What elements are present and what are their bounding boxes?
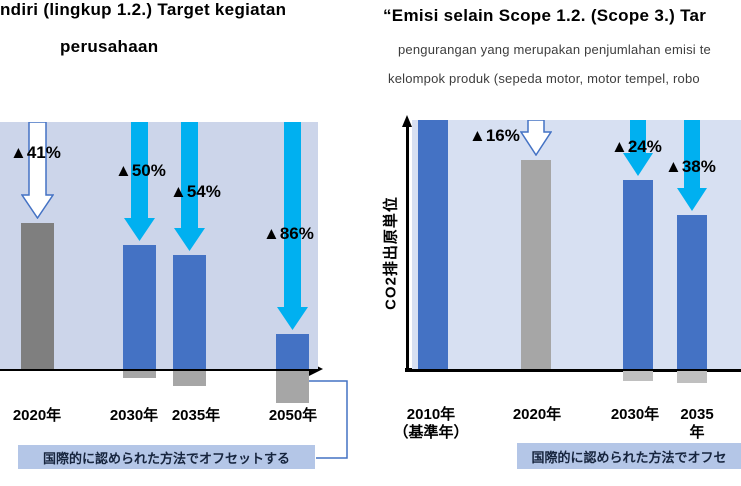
white-down-arrow-icon — [520, 120, 552, 156]
x-tick-label: 2010年 （基準年） — [393, 406, 469, 441]
left-chart-title-line1: ndiri (lingkup 1.2.) Target kegiatan — [0, 0, 287, 19]
bar — [623, 180, 653, 369]
right-y-axis-line — [406, 126, 409, 370]
x-tick-label: 2020年 — [512, 406, 562, 423]
cyan-down-arrow-icon — [173, 122, 206, 252]
right-x-axis-line — [405, 368, 741, 372]
reduction-label: ▲16% — [469, 126, 520, 145]
x-tick-label: 2030年 — [610, 406, 660, 423]
cyan-down-arrow-icon — [676, 120, 708, 212]
cyan-down-arrow-icon — [276, 122, 309, 331]
reduction-label: ▲54% — [170, 182, 221, 201]
x-tick-label: 2035年 — [171, 407, 221, 424]
x-tick-label: 2035年 — [680, 406, 714, 441]
bar — [677, 215, 707, 369]
offset-bar — [276, 371, 309, 403]
left-x-axis-line — [0, 368, 309, 371]
reduction-label: ▲24% — [611, 137, 662, 156]
right-chart-title: “Emisi selain Scope 1.2. (Scope 3.) Tar — [383, 6, 707, 25]
x-tick-label: 2030年 — [109, 407, 159, 424]
bar — [418, 120, 448, 369]
left-chart-title-line2: perusahaan — [60, 37, 159, 56]
reduction-label: ▲50% — [115, 161, 166, 180]
cyan-down-arrow-icon — [123, 122, 156, 242]
right-chart-subtitle-line2: kelompok produk (sepeda motor, motor tem… — [388, 71, 700, 86]
reduction-label: ▲86% — [263, 224, 314, 243]
offset-bar — [123, 371, 156, 378]
offset-note: 国際的に認められた方法でオフセ — [517, 443, 741, 469]
offset-bar — [677, 371, 707, 383]
bar — [276, 334, 309, 369]
bar — [173, 255, 206, 369]
right-chart-subtitle-line1: pengurangan yang merupakan penjumlahan e… — [398, 42, 711, 57]
x-tick-label: 2050年 — [268, 407, 318, 424]
offset-note: 国際的に認められた方法でオフセットする — [18, 445, 315, 469]
right-y-axis-arrow-icon — [402, 115, 412, 127]
white-down-arrow-icon — [21, 122, 54, 219]
offset-bar — [173, 371, 206, 386]
bar — [21, 223, 54, 369]
bar — [521, 160, 551, 369]
reduction-label: ▲38% — [665, 157, 716, 176]
cyan-down-arrow-icon — [622, 120, 654, 177]
y-axis-label: CO2排出原単位 — [382, 196, 400, 310]
reduction-label: ▲41% — [10, 143, 61, 162]
x-tick-label: 2020年 — [12, 407, 62, 424]
offset-bar — [623, 371, 653, 381]
bar — [123, 245, 156, 369]
